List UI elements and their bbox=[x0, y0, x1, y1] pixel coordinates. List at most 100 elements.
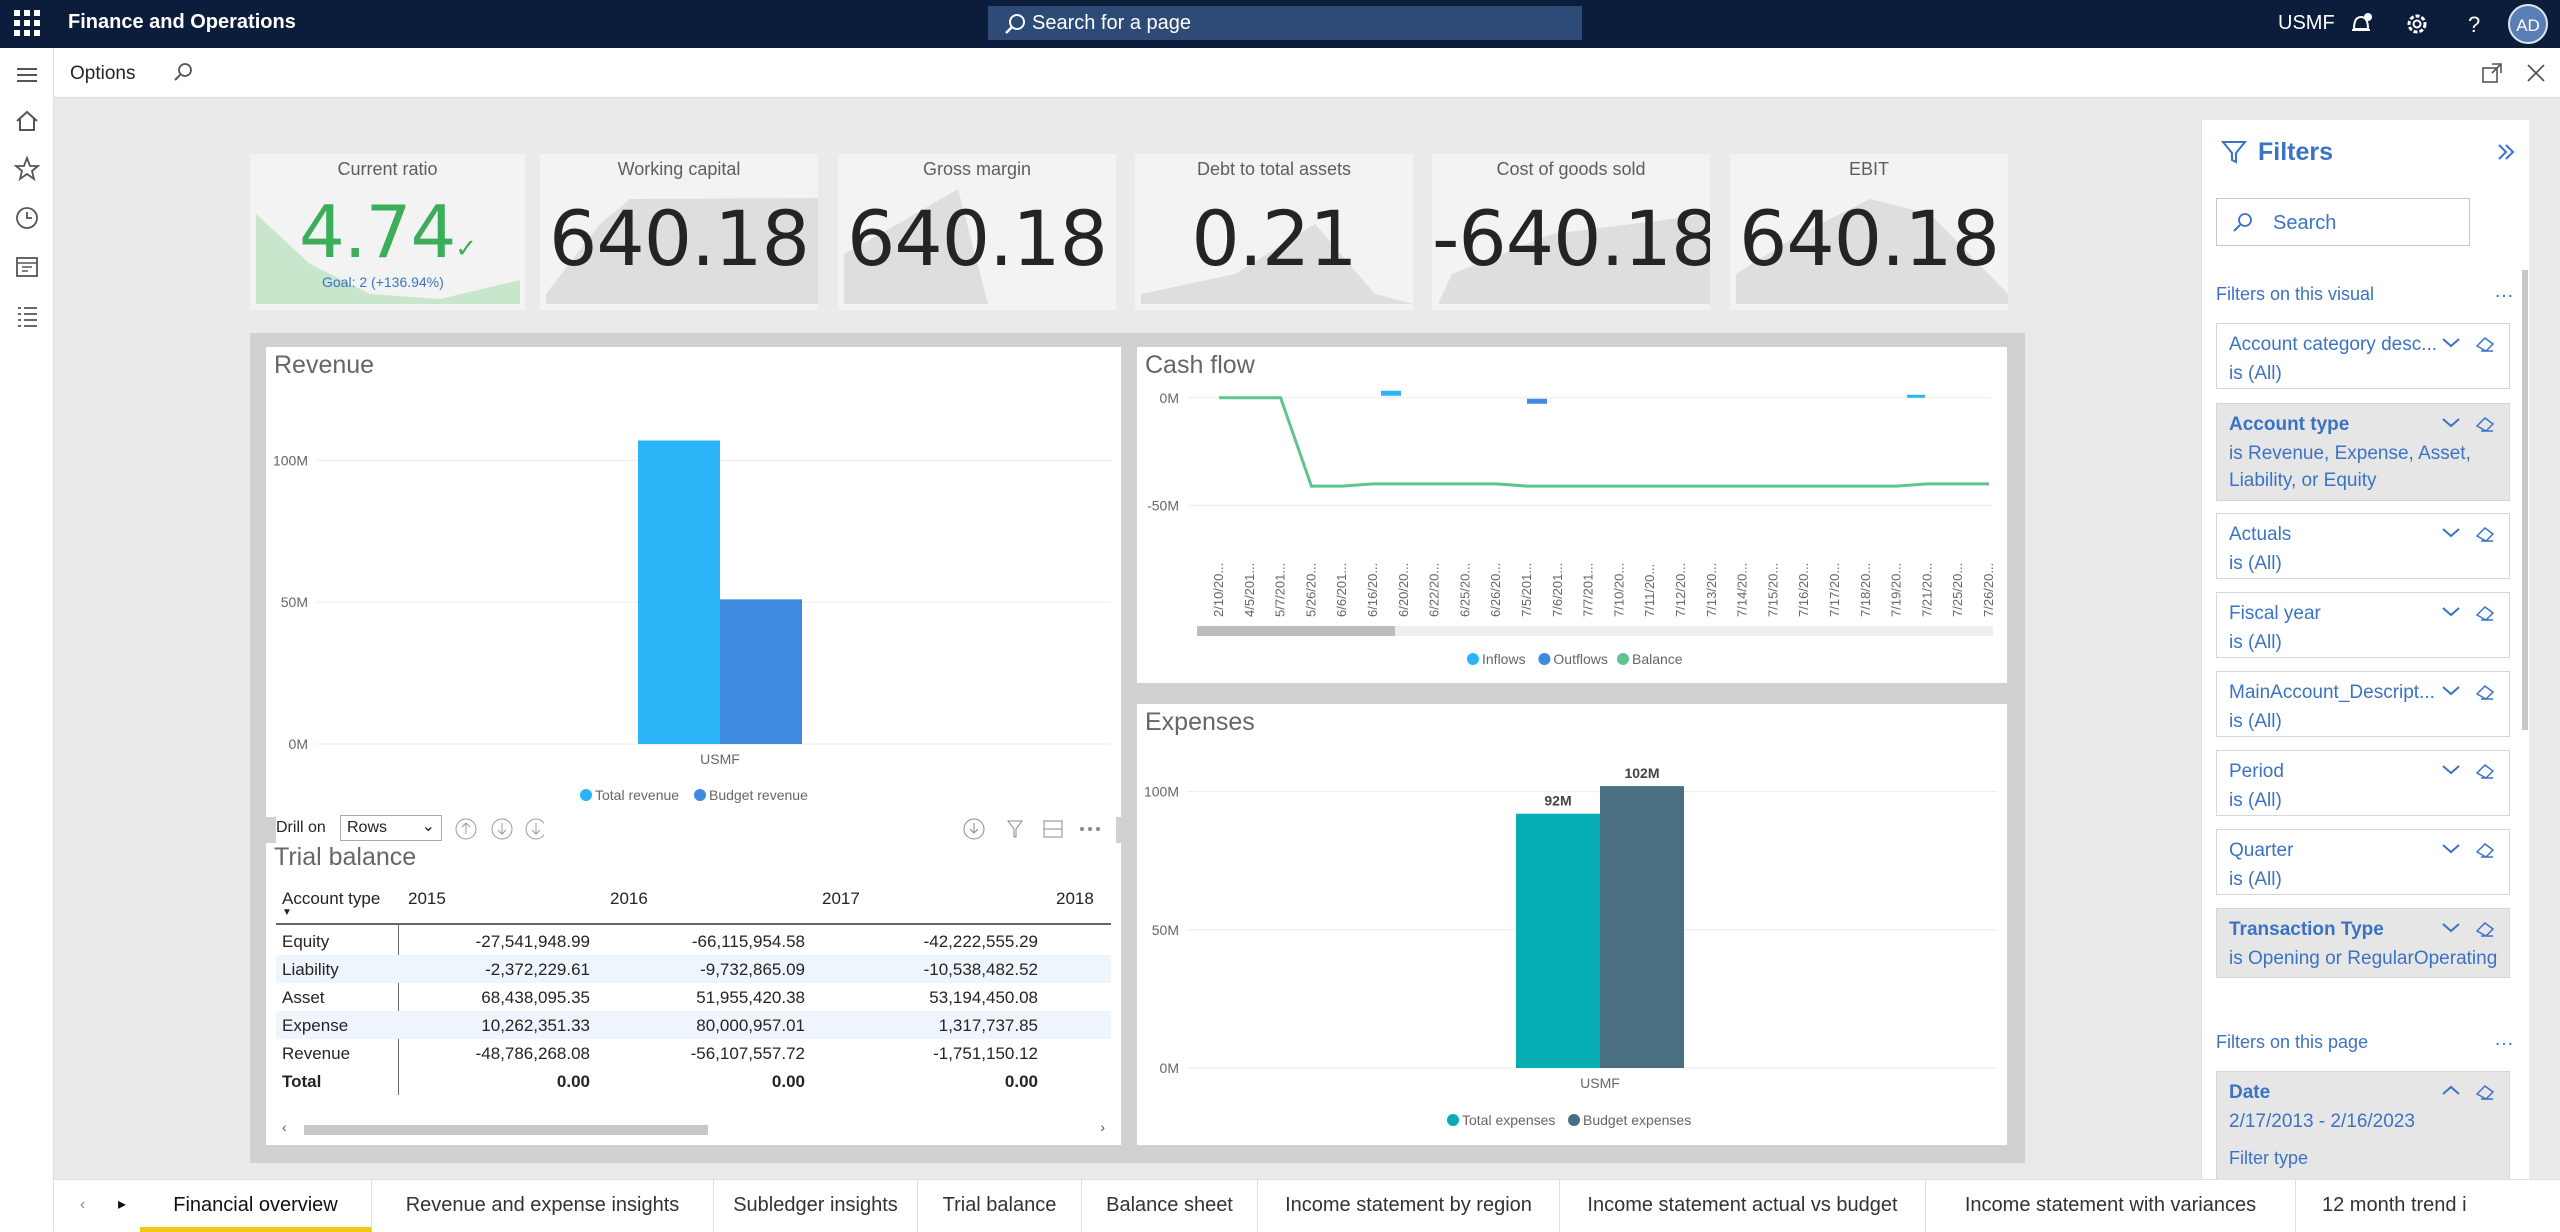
revenue-visual[interactable]: Revenue 100M 50M 0M USMF Total revenue Budget… bbox=[266, 347, 1121, 817]
company-selector[interactable]: USMF bbox=[2278, 12, 2335, 34]
eraser-icon[interactable] bbox=[2475, 526, 2495, 542]
filter-card-period[interactable]: Period is (All) bbox=[2216, 750, 2510, 816]
collapse-pane-icon[interactable] bbox=[2494, 140, 2518, 164]
kpi-gross-margin[interactable]: Gross margin 640.18 bbox=[838, 154, 1116, 310]
modules-list-icon[interactable] bbox=[12, 301, 42, 331]
filter-card-account-type[interactable]: Account type is Revenue, Expense, Asset,… bbox=[2216, 403, 2510, 501]
kpi-value: 0.21 bbox=[1191, 194, 1357, 283]
x-tick-label: 6/22/20... bbox=[1427, 563, 1442, 617]
vertical-scrollbar[interactable] bbox=[2522, 270, 2528, 730]
filter-card-main-account-description[interactable]: MainAccount_Descript... is (All) bbox=[2216, 671, 2510, 737]
filter-type-label[interactable]: Filter type bbox=[2229, 1148, 2309, 1168]
kpi-debt-to-total-assets[interactable]: Debt to total assets 0.21 bbox=[1135, 154, 1413, 310]
table-row[interactable]: Asset 68,438,095.35 51,955,420.38 53,194… bbox=[276, 983, 1111, 1011]
column-header-year[interactable]: 2016 bbox=[610, 889, 648, 908]
home-icon[interactable] bbox=[12, 106, 42, 136]
help-icon[interactable]: ? bbox=[2460, 9, 2490, 39]
chevron-down-icon[interactable] bbox=[2441, 336, 2461, 350]
favorites-star-icon[interactable] bbox=[12, 154, 42, 184]
table-row[interactable]: Revenue -48,786,268.08 -56,107,557.72 -1… bbox=[276, 1039, 1111, 1067]
tab-scroll-right-icon[interactable]: ▸ bbox=[118, 1196, 127, 1213]
chevron-down-icon[interactable] bbox=[2441, 416, 2461, 430]
eraser-icon[interactable] bbox=[2475, 336, 2495, 352]
filter-card-fiscal-year[interactable]: Fiscal year is (All) bbox=[2216, 592, 2510, 658]
tab-12-month-trend[interactable]: 12 month trend i bbox=[2322, 1194, 2467, 1216]
search-icon bbox=[1005, 14, 1025, 34]
more-options-icon[interactable]: … bbox=[2494, 1028, 2514, 1050]
kpi-value: 640.18 bbox=[549, 194, 810, 283]
more-options-icon[interactable]: … bbox=[2494, 280, 2514, 302]
tab-income-statement-by-region[interactable]: Income statement by region bbox=[1258, 1180, 1560, 1232]
tab-income-statement-actual-vs-budget[interactable]: Income statement actual vs budget bbox=[1560, 1180, 1926, 1232]
kpi-working-capital[interactable]: Working capital 640.18 bbox=[540, 154, 818, 310]
chevron-down-icon[interactable] bbox=[2441, 526, 2461, 540]
chevron-down-icon[interactable] bbox=[2441, 684, 2461, 698]
drill-buttons[interactable] bbox=[454, 817, 544, 841]
close-icon[interactable] bbox=[2524, 61, 2548, 85]
scroll-left-icon[interactable]: ‹ bbox=[282, 1119, 287, 1135]
top-bar: Finance and Operations Search for a page… bbox=[0, 0, 2560, 48]
expenses-visual[interactable]: Expenses 100M 50M 0M 92M 102M USMF Total expen… bbox=[1137, 704, 2007, 1145]
filter-card-transaction-type[interactable]: Transaction Type is Opening or RegularOp… bbox=[2216, 908, 2510, 978]
column-header-year[interactable]: 2015 bbox=[408, 889, 446, 908]
cash-flow-visual[interactable]: Cash flow 0M -50M 2/10/20... 4/5/201... 5/7/… bbox=[1137, 347, 2007, 683]
filter-name: Account category desc... bbox=[2229, 334, 2438, 355]
chevron-down-icon[interactable] bbox=[2441, 605, 2461, 619]
app-launcher-icon[interactable] bbox=[14, 10, 40, 36]
bar-total-expenses bbox=[1516, 813, 1600, 1068]
search-icon[interactable] bbox=[172, 61, 194, 83]
table-total-row[interactable]: Total 0.00 0.00 0.00 bbox=[276, 1067, 1111, 1095]
app-title[interactable]: Finance and Operations bbox=[68, 11, 296, 33]
table-row[interactable]: Equity -27,541,948.99 -66,115,954.58 -42… bbox=[276, 927, 1111, 955]
horizontal-scrollbar[interactable]: ‹ › bbox=[276, 1119, 1111, 1137]
tab-financial-overview[interactable]: Financial overview bbox=[140, 1180, 372, 1232]
column-header-year[interactable]: 2018 bbox=[1056, 889, 1094, 908]
tab-revenue-and-expense-insights[interactable]: Revenue and expense insights bbox=[372, 1180, 714, 1232]
settings-gear-icon[interactable] bbox=[2402, 9, 2432, 39]
table-row[interactable]: Expense 10,262,351.33 80,000,957.01 1,31… bbox=[276, 1011, 1111, 1039]
filter-card-account-category[interactable]: Account category desc... is (All) bbox=[2216, 323, 2510, 389]
chevron-down-icon[interactable] bbox=[2441, 842, 2461, 856]
workspaces-icon[interactable] bbox=[12, 252, 42, 282]
cell-value: 10,262,351.33 bbox=[481, 1016, 590, 1035]
tab-subledger-insights[interactable]: Subledger insights bbox=[714, 1180, 918, 1232]
kpi-ebit[interactable]: EBIT 640.18 bbox=[1730, 154, 2008, 310]
filter-card-quarter[interactable]: Quarter is (All) bbox=[2216, 829, 2510, 895]
chevron-up-icon[interactable] bbox=[2441, 1084, 2461, 1098]
x-tick-label: 6/16/20... bbox=[1365, 563, 1380, 617]
eraser-icon[interactable] bbox=[2475, 842, 2495, 858]
chevron-down-icon[interactable] bbox=[2441, 763, 2461, 777]
eraser-icon[interactable] bbox=[2475, 921, 2495, 937]
scroll-thumb[interactable] bbox=[304, 1125, 708, 1135]
filter-card-actuals[interactable]: Actuals is (All) bbox=[2216, 513, 2510, 579]
eraser-icon[interactable] bbox=[2475, 763, 2495, 779]
notification-icon[interactable] bbox=[2346, 9, 2376, 39]
user-avatar[interactable]: AD bbox=[2508, 4, 2548, 44]
kpi-cost-of-goods-sold[interactable]: Cost of goods sold -640.18 bbox=[1432, 154, 1710, 310]
filter-search-input[interactable]: Search bbox=[2216, 198, 2470, 246]
hamburger-menu-icon[interactable] bbox=[12, 60, 42, 90]
page-search-box[interactable]: Search for a page bbox=[988, 6, 1582, 40]
eraser-icon[interactable] bbox=[2475, 1084, 2495, 1100]
column-header-year[interactable]: 2017 bbox=[822, 889, 860, 908]
column-header-account-type[interactable]: Account type bbox=[282, 889, 381, 908]
tab-scroll-left-icon[interactable]: ‹ bbox=[80, 1196, 86, 1213]
eraser-icon[interactable] bbox=[2475, 684, 2495, 700]
recent-clock-icon[interactable] bbox=[12, 203, 42, 233]
scroll-right-icon[interactable]: › bbox=[1100, 1119, 1105, 1135]
tab-income-statement-with-variances[interactable]: Income statement with variances bbox=[1926, 1180, 2296, 1232]
visual-header-icons[interactable] bbox=[958, 817, 1114, 841]
kpi-current-ratio[interactable]: Current ratio 4.74✓ Goal: 2 (+136.94%) bbox=[250, 154, 525, 310]
filter-card-date[interactable]: Date 2/17/2013 - 2/16/2023 Filter type bbox=[2216, 1071, 2510, 1179]
drill-label: Drill on bbox=[276, 819, 326, 836]
table-row[interactable]: Liability -2,372,229.61 -9,732,865.09 -1… bbox=[276, 955, 1111, 983]
tab-balance-sheet[interactable]: Balance sheet bbox=[1082, 1180, 1258, 1232]
eraser-icon[interactable] bbox=[2475, 605, 2495, 621]
open-in-new-window-icon[interactable] bbox=[2480, 61, 2504, 85]
drill-on-select[interactable]: Rows ⌄ bbox=[340, 815, 442, 841]
tab-trial-balance[interactable]: Trial balance bbox=[918, 1180, 1082, 1232]
chevron-down-icon[interactable] bbox=[2441, 921, 2461, 935]
trial-balance-visual[interactable]: Trial balance Account type ▼ 2015 2016 2… bbox=[266, 843, 1121, 1145]
eraser-icon[interactable] bbox=[2475, 416, 2495, 432]
options-menu[interactable]: Options bbox=[70, 63, 136, 84]
